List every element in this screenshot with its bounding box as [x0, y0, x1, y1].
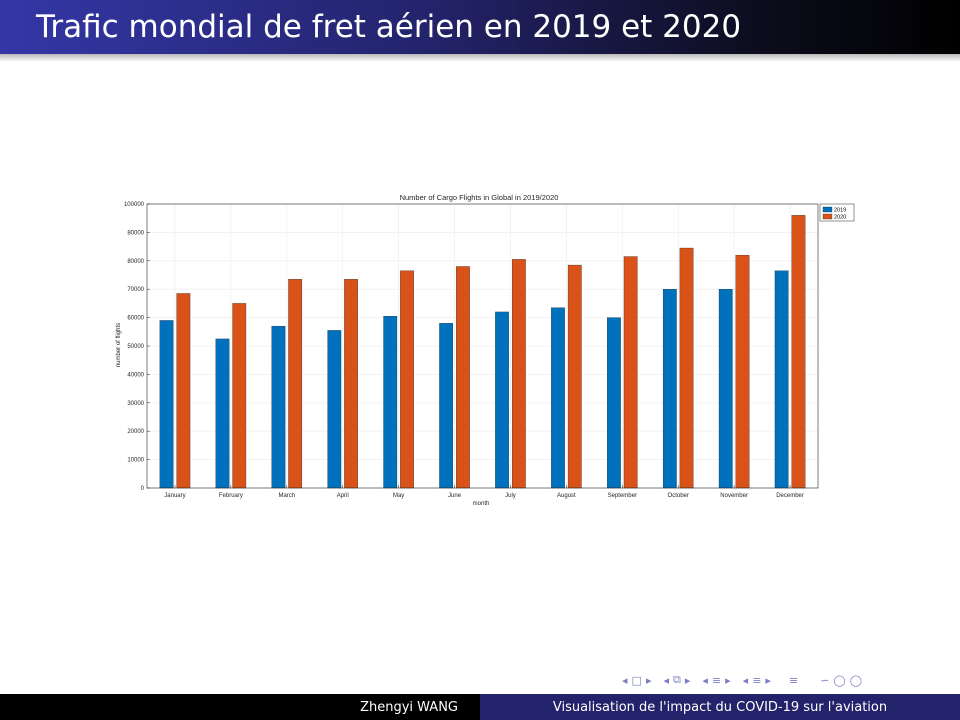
nav-symbol[interactable]: ◂	[742, 673, 749, 687]
header-shadow	[0, 54, 960, 62]
bar-2020-september	[623, 256, 638, 489]
plot-area: 0 10000 20000 30000 40000 50000 60000 70000 8000…	[124, 202, 819, 499]
bar-2019-february	[215, 338, 230, 489]
bar-2019-april	[327, 330, 342, 489]
cargo-flights-chart: Number of Cargo Flights in Global in 201…	[110, 186, 855, 510]
y-tick-label: 80000	[127, 230, 144, 236]
x-tick-label: December	[776, 493, 804, 499]
bar-2019-july	[495, 311, 509, 489]
nav-symbol[interactable]: ▸	[645, 673, 652, 687]
chart-svg: Number of Cargo Flights in Global in 201…	[116, 193, 855, 507]
x-tick-label: January	[164, 493, 185, 499]
y-tick-label: 60000	[127, 316, 144, 322]
bar-2019-october	[662, 289, 677, 489]
x-tick-label: October	[668, 493, 689, 499]
bar-2019-december	[774, 270, 789, 489]
bar-2020-june	[456, 266, 470, 489]
nav-symbol[interactable]: ▸	[725, 673, 731, 687]
x-tick-label: March	[278, 493, 295, 499]
bar-2020-may	[400, 270, 414, 489]
bar-2020-november	[735, 254, 750, 489]
y-tick-label: 20000	[127, 429, 144, 435]
bar-2019-june	[439, 323, 454, 489]
bar-2020-january	[176, 293, 191, 489]
y-tick-label: 30000	[127, 401, 144, 407]
x-tick-label: May	[393, 493, 404, 499]
y-tick-label: 40000	[127, 372, 144, 378]
footer-talk-title: Visualisation de l'impact du COVID-19 su…	[552, 699, 888, 715]
nav-symbol[interactable]: ⧉	[673, 673, 681, 686]
y-tick-label: 50000	[127, 344, 144, 350]
slide-header: Trafic mondial de fret aérien en 2019 et…	[0, 0, 960, 54]
legend-label-2019: 2019	[834, 208, 846, 214]
bar-2019-august	[551, 307, 565, 489]
y-axis-label: number of flights	[116, 323, 122, 367]
bar-2020-october	[679, 247, 694, 489]
nav-symbol[interactable]: ◯	[833, 673, 846, 687]
footer-author: Zhengyi WANG	[360, 699, 458, 715]
nav-symbol[interactable]: ▸	[765, 673, 771, 687]
footer-talk-box: Visualisation de l'impact du COVID-19 su…	[480, 694, 960, 720]
footer-author-box: Zhengyi WANG	[0, 694, 480, 720]
bar-2019-january	[159, 320, 174, 489]
y-tick-label: 10000	[127, 458, 144, 464]
bar-2020-march	[288, 279, 303, 489]
chart-title: Number of Cargo Flights in Global in 201…	[400, 193, 559, 202]
slide-title: Trafic mondial de fret aérien en 2019 et…	[36, 9, 742, 45]
nav-symbol[interactable]: ≡	[752, 673, 762, 687]
bar-2020-april	[344, 279, 358, 489]
nav-symbol[interactable]: ≡	[711, 673, 722, 687]
x-tick-label: September	[608, 493, 637, 499]
x-tick-label: August	[557, 493, 576, 499]
bar-2020-february	[232, 303, 247, 489]
nav-symbol[interactable]: ◂	[702, 673, 708, 687]
bar-2020-august	[567, 264, 582, 489]
legend-label-2020: 2020	[834, 215, 846, 221]
y-tick-label: 100000	[124, 202, 145, 208]
y-tick-label: 80000	[127, 259, 144, 265]
x-tick-label: November	[720, 493, 748, 499]
bar-2019-november	[718, 289, 733, 489]
nav-symbol[interactable]: ≡	[788, 673, 799, 687]
x-tick-label: February	[219, 493, 243, 499]
nav-symbol[interactable]: ∽	[820, 673, 830, 687]
plot-frame	[146, 203, 819, 489]
x-axis-label: month	[473, 501, 490, 507]
x-tick-label: June	[448, 493, 462, 499]
nav-symbol[interactable]: □	[631, 673, 642, 687]
x-tick-label: July	[505, 493, 516, 499]
legend-swatch-2019	[822, 206, 833, 213]
x-tick-label: April	[337, 493, 349, 499]
nav-symbol[interactable]: ◯	[849, 673, 863, 687]
y-tick-label: 0	[141, 486, 145, 492]
bar-2019-september	[607, 317, 621, 489]
bar-2020-july	[511, 259, 526, 489]
bar-2020-december	[791, 215, 806, 489]
legend-swatch-2020	[822, 213, 833, 220]
y-tick-label: 70000	[127, 287, 144, 293]
beamer-navigation: ◂ □ ▸ ◂ ⧉ ▸ ◂ ≡ ▸ ◂ ≡ ▸ ≡ ∽ ◯ ◯	[622, 672, 952, 688]
nav-symbol[interactable]: ▸	[684, 673, 691, 687]
nav-symbol[interactable]: ◂	[622, 673, 628, 687]
bar-2019-may	[383, 316, 398, 489]
slide-footer: Zhengyi WANG Visualisation de l'impact d…	[0, 694, 960, 720]
bar-2019-march	[271, 325, 286, 489]
nav-symbol[interactable]: ◂	[663, 673, 669, 687]
